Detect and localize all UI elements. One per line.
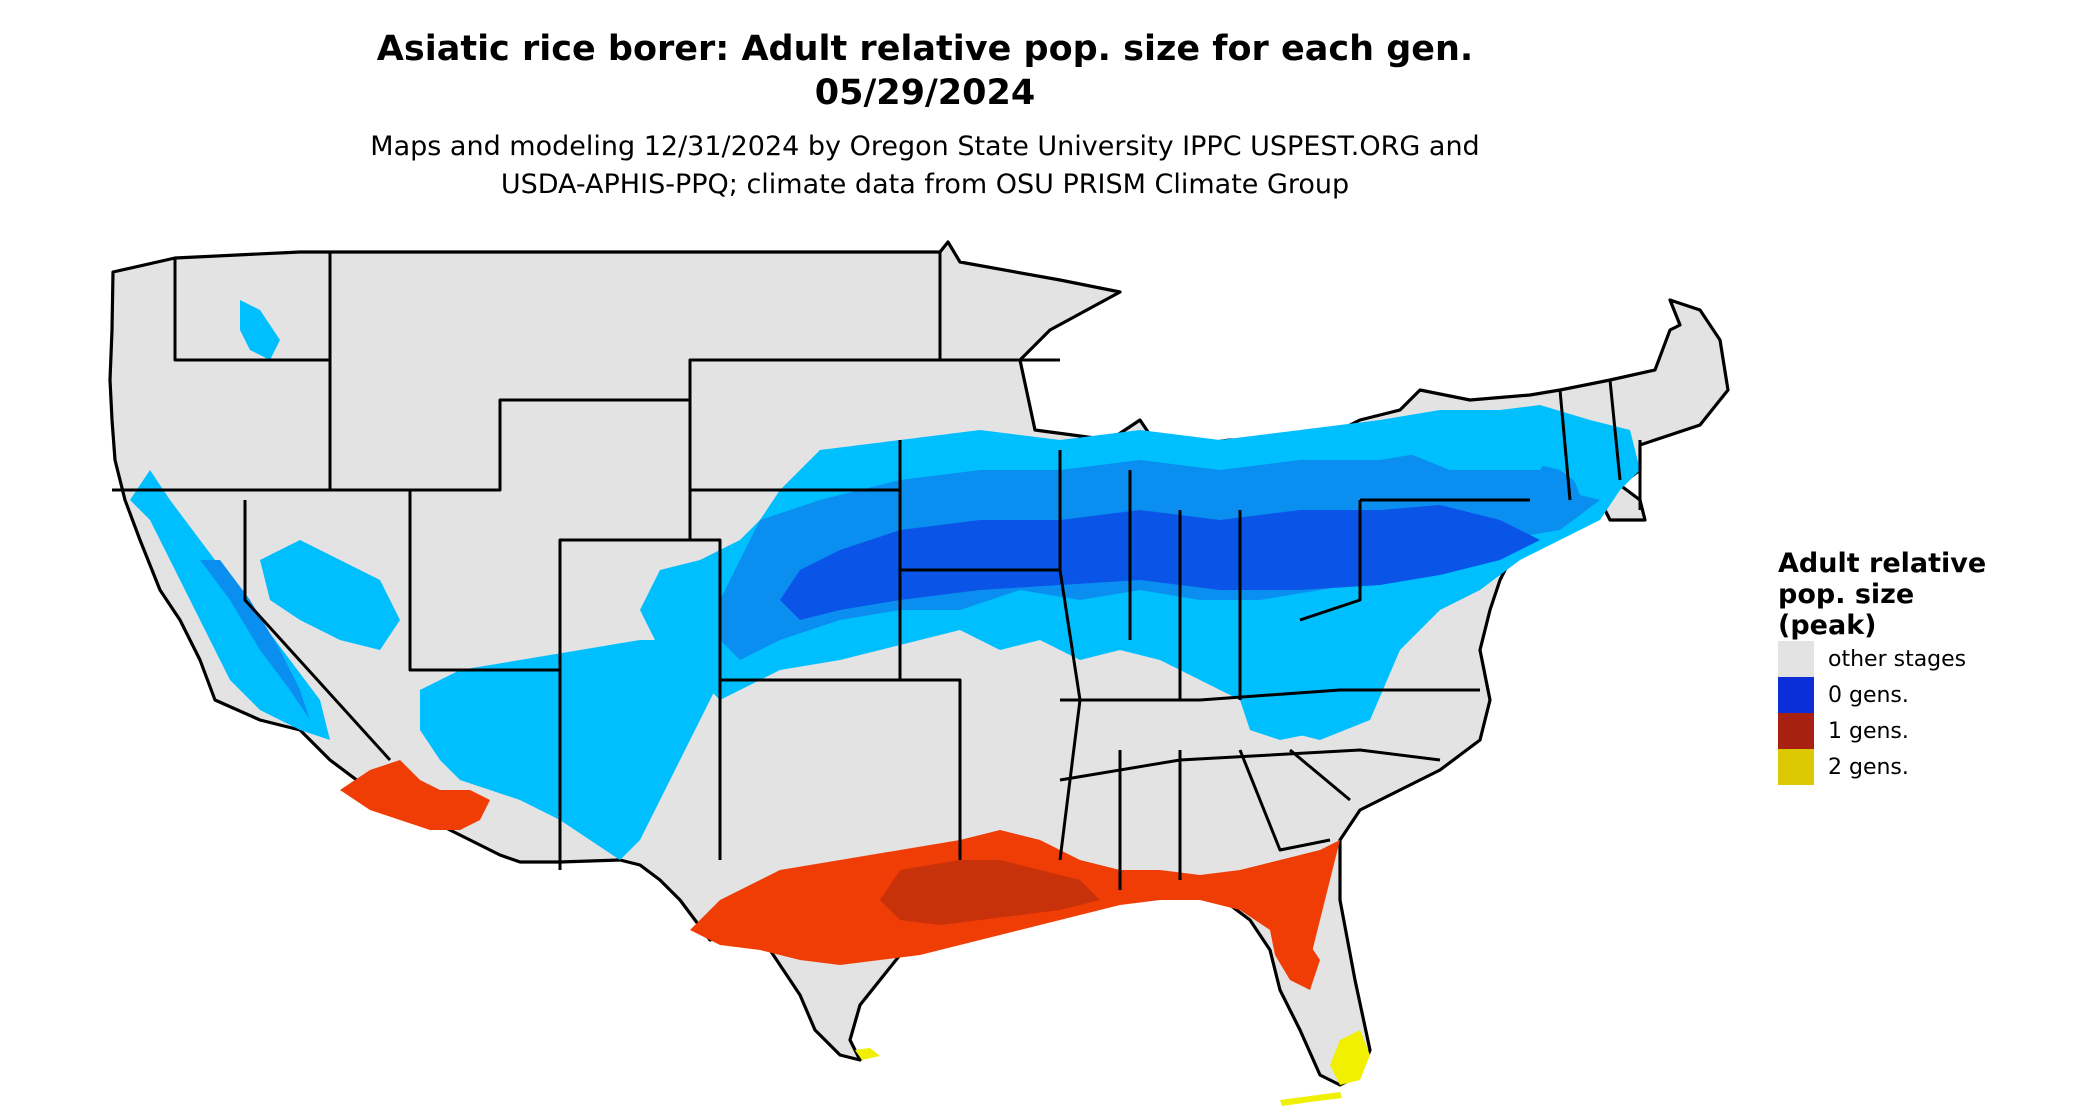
legend-label: 0 gens. bbox=[1828, 682, 1909, 708]
legend: Adult relative pop. size (peak) other st… bbox=[1778, 548, 2078, 785]
one-generation-zone bbox=[340, 760, 1340, 990]
blue-new-england bbox=[1570, 470, 1620, 500]
blue-southwest bbox=[420, 640, 720, 860]
legend-item-other-stages: other stages bbox=[1778, 641, 2078, 677]
us-outline bbox=[108, 240, 1730, 1087]
two-generation-zone bbox=[855, 1030, 1370, 1106]
legend-title-line: (peak) bbox=[1778, 610, 1877, 641]
legend-swatch bbox=[1778, 713, 1814, 749]
legend-item-2-gens: 2 gens. bbox=[1778, 749, 2078, 785]
blue-great-basin bbox=[260, 540, 400, 650]
yellow-keys bbox=[1280, 1092, 1342, 1106]
map-date: 05/29/2024 bbox=[814, 73, 1036, 113]
map-subtitle-line-2: USDA-APHIS-PPQ; climate data from OSU PR… bbox=[500, 169, 1350, 200]
blue-west-valley bbox=[200, 560, 310, 720]
yellow-south-florida bbox=[1330, 1030, 1370, 1085]
blue-new-york bbox=[1400, 430, 1560, 470]
legend-label: 1 gens. bbox=[1828, 718, 1909, 744]
red-gulf-core bbox=[880, 860, 1100, 925]
legend-swatch bbox=[1778, 749, 1814, 785]
map-title: Asiatic rice borer: Adult relative pop. … bbox=[376, 29, 1474, 69]
legend-swatch bbox=[1778, 641, 1814, 677]
legend-title-line: Adult relative bbox=[1778, 548, 1987, 579]
legend-label: 2 gens. bbox=[1828, 754, 1909, 780]
legend-title-line: pop. size bbox=[1778, 579, 1915, 610]
legend-label: other stages bbox=[1828, 646, 1967, 672]
state-borders bbox=[112, 252, 1642, 890]
legend-swatch bbox=[1778, 677, 1814, 713]
legend-item-0-gens: 0 gens. bbox=[1778, 677, 2078, 713]
legend-title: Adult relative pop. size (peak) bbox=[1778, 548, 2078, 641]
red-arizona bbox=[340, 760, 490, 830]
blue-washington bbox=[240, 300, 280, 360]
blue-band-dark bbox=[780, 505, 1540, 620]
red-florida bbox=[1270, 930, 1320, 990]
yellow-south-texas bbox=[855, 1048, 880, 1060]
map-subtitle-line-1: Maps and modeling 12/31/2024 by Oregon S… bbox=[370, 131, 1480, 162]
legend-item-1-gens: 1 gens. bbox=[1778, 713, 2078, 749]
